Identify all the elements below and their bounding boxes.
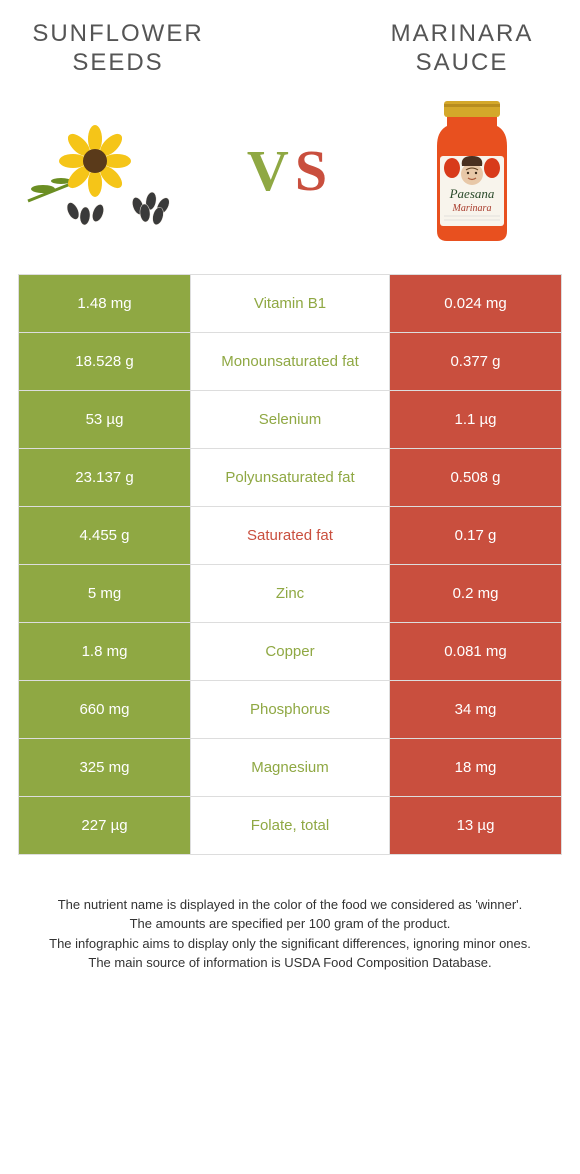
- nutrient-name: Magnesium: [191, 739, 389, 796]
- left-value: 4.455 g: [19, 507, 191, 564]
- right-value: 1.1 µg: [389, 391, 561, 448]
- nutrient-name: Monounsaturated fat: [191, 333, 389, 390]
- table-row: 660 mgPhosphorus34 mg: [19, 681, 561, 739]
- right-value: 34 mg: [389, 681, 561, 738]
- left-value: 5 mg: [19, 565, 191, 622]
- footnote-line: The main source of information is USDA F…: [26, 953, 554, 973]
- nutrient-name: Polyunsaturated fat: [191, 449, 389, 506]
- jar-brand: Paesana: [449, 186, 495, 201]
- header-row: SUNFLOWER SEEDS MARINARA SAUCE: [18, 20, 562, 78]
- vs-row: VS Paesana Marinara: [18, 96, 562, 246]
- jar-icon: Paesana Marinara: [412, 96, 532, 246]
- right-food-title: MARINARA SAUCE: [362, 20, 562, 78]
- table-row: 1.48 mgVitamin B10.024 mg: [19, 275, 561, 333]
- right-value: 0.17 g: [389, 507, 561, 564]
- nutrient-name: Vitamin B1: [191, 275, 389, 332]
- left-value: 53 µg: [19, 391, 191, 448]
- nutrient-name: Selenium: [191, 391, 389, 448]
- table-row: 325 mgMagnesium18 mg: [19, 739, 561, 797]
- vs-label: VS: [247, 137, 333, 204]
- nutrient-name: Folate, total: [191, 797, 389, 854]
- right-value: 13 µg: [389, 797, 561, 854]
- left-value: 18.528 g: [19, 333, 191, 390]
- footnote-line: The amounts are specified per 100 gram o…: [26, 914, 554, 934]
- left-value: 1.8 mg: [19, 623, 191, 680]
- sunflower-seeds-image: [18, 96, 198, 246]
- footnote-line: The nutrient name is displayed in the co…: [26, 895, 554, 915]
- left-value: 660 mg: [19, 681, 191, 738]
- right-value: 0.377 g: [389, 333, 561, 390]
- right-value: 0.081 mg: [389, 623, 561, 680]
- nutrient-name: Phosphorus: [191, 681, 389, 738]
- right-value: 0.2 mg: [389, 565, 561, 622]
- table-row: 227 µgFolate, total13 µg: [19, 797, 561, 855]
- table-row: 23.137 gPolyunsaturated fat0.508 g: [19, 449, 561, 507]
- table-row: 1.8 mgCopper0.081 mg: [19, 623, 561, 681]
- footnotes: The nutrient name is displayed in the co…: [18, 895, 562, 973]
- jar-type: Marinara: [452, 203, 492, 214]
- right-value: 18 mg: [389, 739, 561, 796]
- vs-v: V: [247, 138, 295, 203]
- left-value: 23.137 g: [19, 449, 191, 506]
- sunflower-icon: [23, 111, 193, 231]
- left-value: 1.48 mg: [19, 275, 191, 332]
- left-value: 227 µg: [19, 797, 191, 854]
- table-row: 18.528 gMonounsaturated fat0.377 g: [19, 333, 561, 391]
- marinara-jar-image: Paesana Marinara: [382, 96, 562, 246]
- table-row: 4.455 gSaturated fat0.17 g: [19, 507, 561, 565]
- footnote-line: The infographic aims to display only the…: [26, 934, 554, 954]
- vs-s: S: [295, 138, 333, 203]
- nutrient-name: Zinc: [191, 565, 389, 622]
- table-row: 53 µgSelenium1.1 µg: [19, 391, 561, 449]
- left-value: 325 mg: [19, 739, 191, 796]
- table-row: 5 mgZinc0.2 mg: [19, 565, 561, 623]
- nutrient-name: Saturated fat: [191, 507, 389, 564]
- nutrient-name: Copper: [191, 623, 389, 680]
- right-value: 0.508 g: [389, 449, 561, 506]
- right-value: 0.024 mg: [389, 275, 561, 332]
- left-food-title: SUNFLOWER SEEDS: [18, 20, 218, 78]
- nutrient-table: 1.48 mgVitamin B10.024 mg18.528 gMonouns…: [18, 274, 562, 855]
